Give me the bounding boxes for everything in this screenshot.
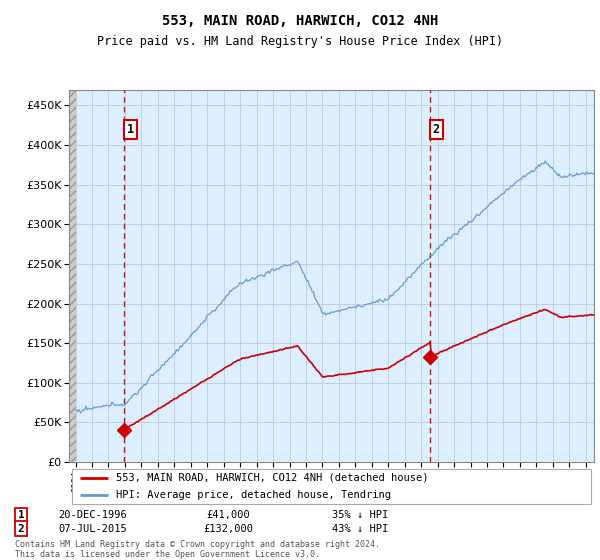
Text: Contains HM Land Registry data © Crown copyright and database right 2024.: Contains HM Land Registry data © Crown c…	[15, 540, 380, 549]
Text: 553, MAIN ROAD, HARWICH, CO12 4NH (detached house): 553, MAIN ROAD, HARWICH, CO12 4NH (detac…	[116, 473, 429, 483]
Text: 35% ↓ HPI: 35% ↓ HPI	[332, 510, 388, 520]
Polygon shape	[69, 90, 76, 462]
Text: £41,000: £41,000	[206, 510, 250, 520]
Text: 20-DEC-1996: 20-DEC-1996	[59, 510, 127, 520]
Text: £132,000: £132,000	[203, 524, 253, 534]
Text: 2: 2	[17, 524, 25, 534]
FancyBboxPatch shape	[71, 469, 592, 504]
Text: This data is licensed under the Open Government Licence v3.0.: This data is licensed under the Open Gov…	[15, 550, 320, 559]
Text: 07-JUL-2015: 07-JUL-2015	[59, 524, 127, 534]
Text: 553, MAIN ROAD, HARWICH, CO12 4NH: 553, MAIN ROAD, HARWICH, CO12 4NH	[162, 14, 438, 28]
Text: HPI: Average price, detached house, Tendring: HPI: Average price, detached house, Tend…	[116, 491, 391, 501]
Text: 1: 1	[127, 123, 134, 136]
Text: Price paid vs. HM Land Registry's House Price Index (HPI): Price paid vs. HM Land Registry's House …	[97, 35, 503, 48]
Text: 1: 1	[17, 510, 25, 520]
Text: 43% ↓ HPI: 43% ↓ HPI	[332, 524, 388, 534]
Text: 2: 2	[433, 123, 440, 136]
